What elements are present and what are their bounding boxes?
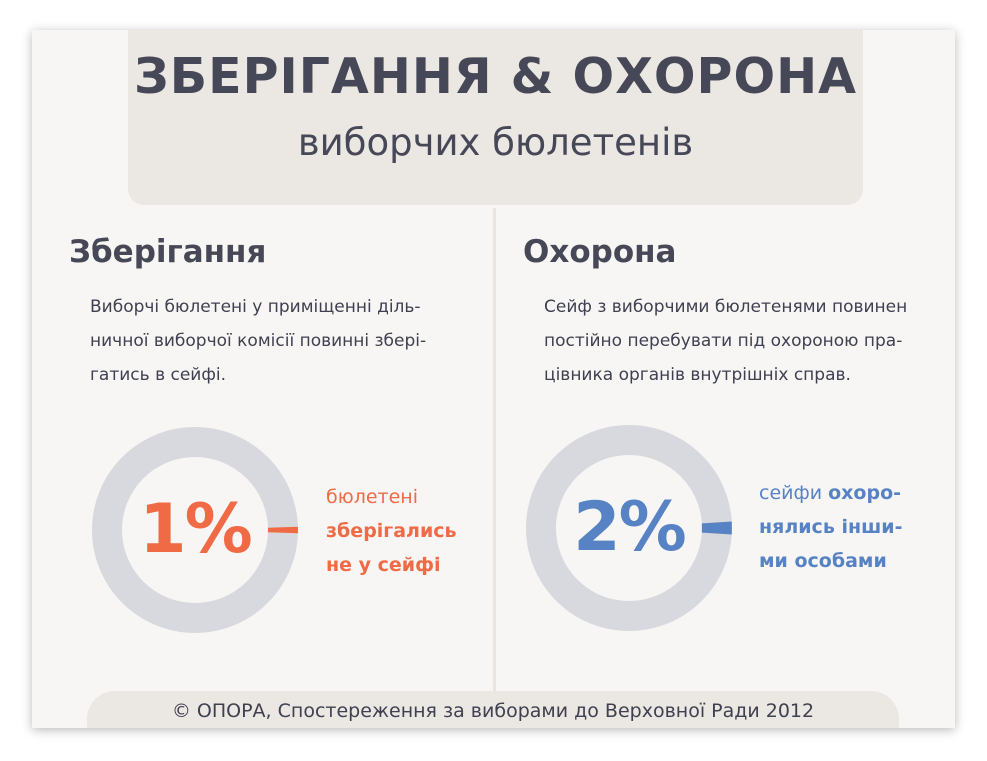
storage-note-line: не у сейфі: [326, 554, 441, 576]
storage-note-line: бюлетені: [326, 486, 419, 508]
page-title: ЗБЕРІГАННЯ & ОХОРОНА: [133, 48, 858, 105]
storage-text-line: гатись в сейфі.: [90, 365, 227, 385]
guard-note-line: сейфи охоро-: [759, 476, 902, 510]
storage-text-line: ничної виборчої комісії повинні збері-: [90, 331, 427, 351]
guard-percent-value: 2%: [573, 488, 686, 567]
guard-note-line: ми особами: [759, 550, 887, 572]
storage-donut-chart: [92, 427, 298, 633]
guard-text-line: Сейф з виборчими бюлетенями повинен: [544, 297, 908, 317]
header-banner: ЗБЕРІГАННЯ & ОХОРОНА виборчих бюлетенів: [128, 30, 863, 205]
guard-text-line: цівника органів внутрішніх справ.: [544, 365, 851, 385]
source-credit: © ОПОРА, Спостереження за виборами до Ве…: [171, 700, 815, 722]
guard-heading: Охорона: [523, 234, 677, 270]
guard-note-line: нялись інши-: [759, 516, 903, 538]
guard-note-normal: сейфи: [759, 482, 829, 504]
guard-text: Сейф з виборчими бюлетенями повинен пост…: [544, 290, 936, 392]
guard-text-line: постійно перебувати під охороною пра-: [544, 331, 903, 351]
column-divider: [493, 208, 496, 693]
storage-note-line: зберігались: [326, 520, 457, 542]
storage-heading: Зберігання: [69, 234, 267, 270]
guard-note: сейфи охоро- нялись інши- ми особами: [759, 476, 902, 578]
storage-text-line: Виборчі бюлетені у приміщенні діль-: [90, 297, 421, 317]
infographic-card: ЗБЕРІГАННЯ & ОХОРОНА виборчих бюлетенів …: [32, 30, 955, 728]
page-subtitle: виборчих бюлетенів: [297, 121, 694, 164]
guard-donut-chart: [526, 425, 732, 631]
source-footer: © ОПОРА, Спостереження за виборами до Ве…: [87, 691, 899, 728]
storage-text: Виборчі бюлетені у приміщенні діль- ничн…: [90, 290, 470, 392]
guard-percent-marker: [701, 521, 732, 535]
storage-note: бюлетені зберігались не у сейфі: [326, 480, 457, 582]
storage-percent-marker: [267, 526, 298, 534]
guard-note-bold: охоро-: [828, 482, 902, 504]
storage-percent-value: 1%: [139, 490, 252, 569]
